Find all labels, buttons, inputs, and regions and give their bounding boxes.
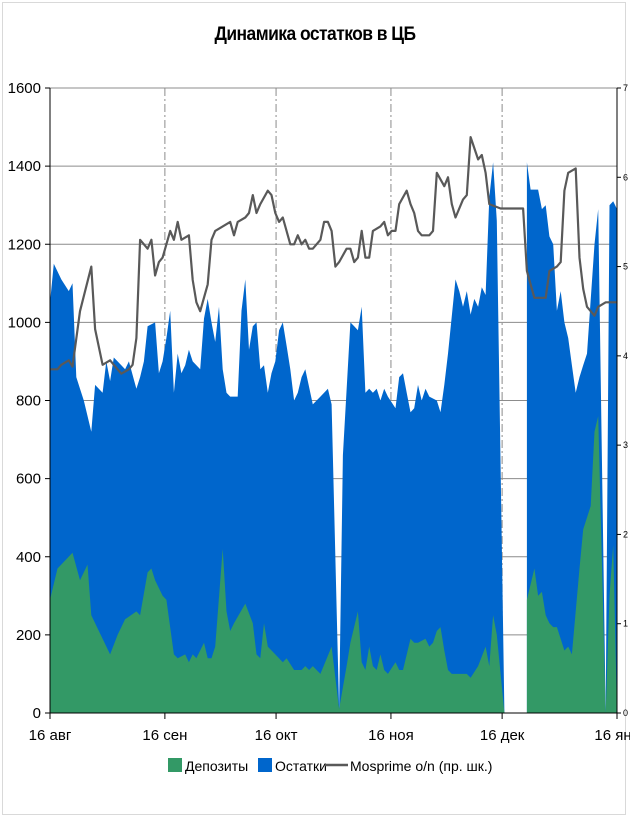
legend-swatch-deposits <box>168 758 182 772</box>
x-tick-label: 16 ноя <box>368 727 414 744</box>
y-tick-label: 600 <box>16 471 41 488</box>
x-tick-label: 16 авг <box>29 727 72 744</box>
deposits-area <box>50 416 617 713</box>
y2-tick-label: 1 <box>623 619 628 629</box>
line-series <box>50 136 617 375</box>
legend-label-balances: Остатки <box>275 758 327 774</box>
mosprime-line <box>50 136 617 375</box>
legend-label-mosprime: Mosprime o/n (пр. шк.) <box>350 758 492 774</box>
y-tick-label: 1600 <box>8 80 41 97</box>
y-tick-label: 1000 <box>8 314 41 331</box>
legend: Депозиты Остатки Mosprime o/n (пр. шк.) <box>168 758 492 774</box>
y2-tick-label: 0 <box>623 708 628 718</box>
x-tick-label: 16 сен <box>142 727 187 744</box>
y2-tick-label: 3 <box>623 440 628 450</box>
y-tick-label: 1200 <box>8 236 41 253</box>
area-series <box>50 162 617 713</box>
legend-swatch-balances <box>258 758 272 772</box>
x-tick-label: 16 окт <box>255 727 298 744</box>
y2-tick-label: 2 <box>623 529 628 539</box>
legend-label-deposits: Депозиты <box>185 758 248 774</box>
y-tick-label: 1400 <box>8 158 41 175</box>
axes: 0 200 400 600 800 1000 1200 1400 1600 16 авг 16 се… <box>8 80 630 744</box>
x-tick-label: 16 дек <box>480 727 525 744</box>
balances-area <box>50 162 617 713</box>
y2-tick-label: 6 <box>623 172 628 182</box>
x-tick-label: 16 янв <box>594 727 630 744</box>
chart-title: Динамика остатков в ЦБ <box>214 24 416 45</box>
y2-tick-label: 4 <box>623 351 628 361</box>
y-tick-label: 200 <box>16 627 41 644</box>
y2-tick-label: 7 <box>623 83 628 93</box>
y-tick-label: 400 <box>16 549 41 566</box>
y-tick-label: 0 <box>33 705 41 722</box>
y-tick-label: 800 <box>16 393 41 410</box>
y2-tick-label: 5 <box>623 262 628 272</box>
